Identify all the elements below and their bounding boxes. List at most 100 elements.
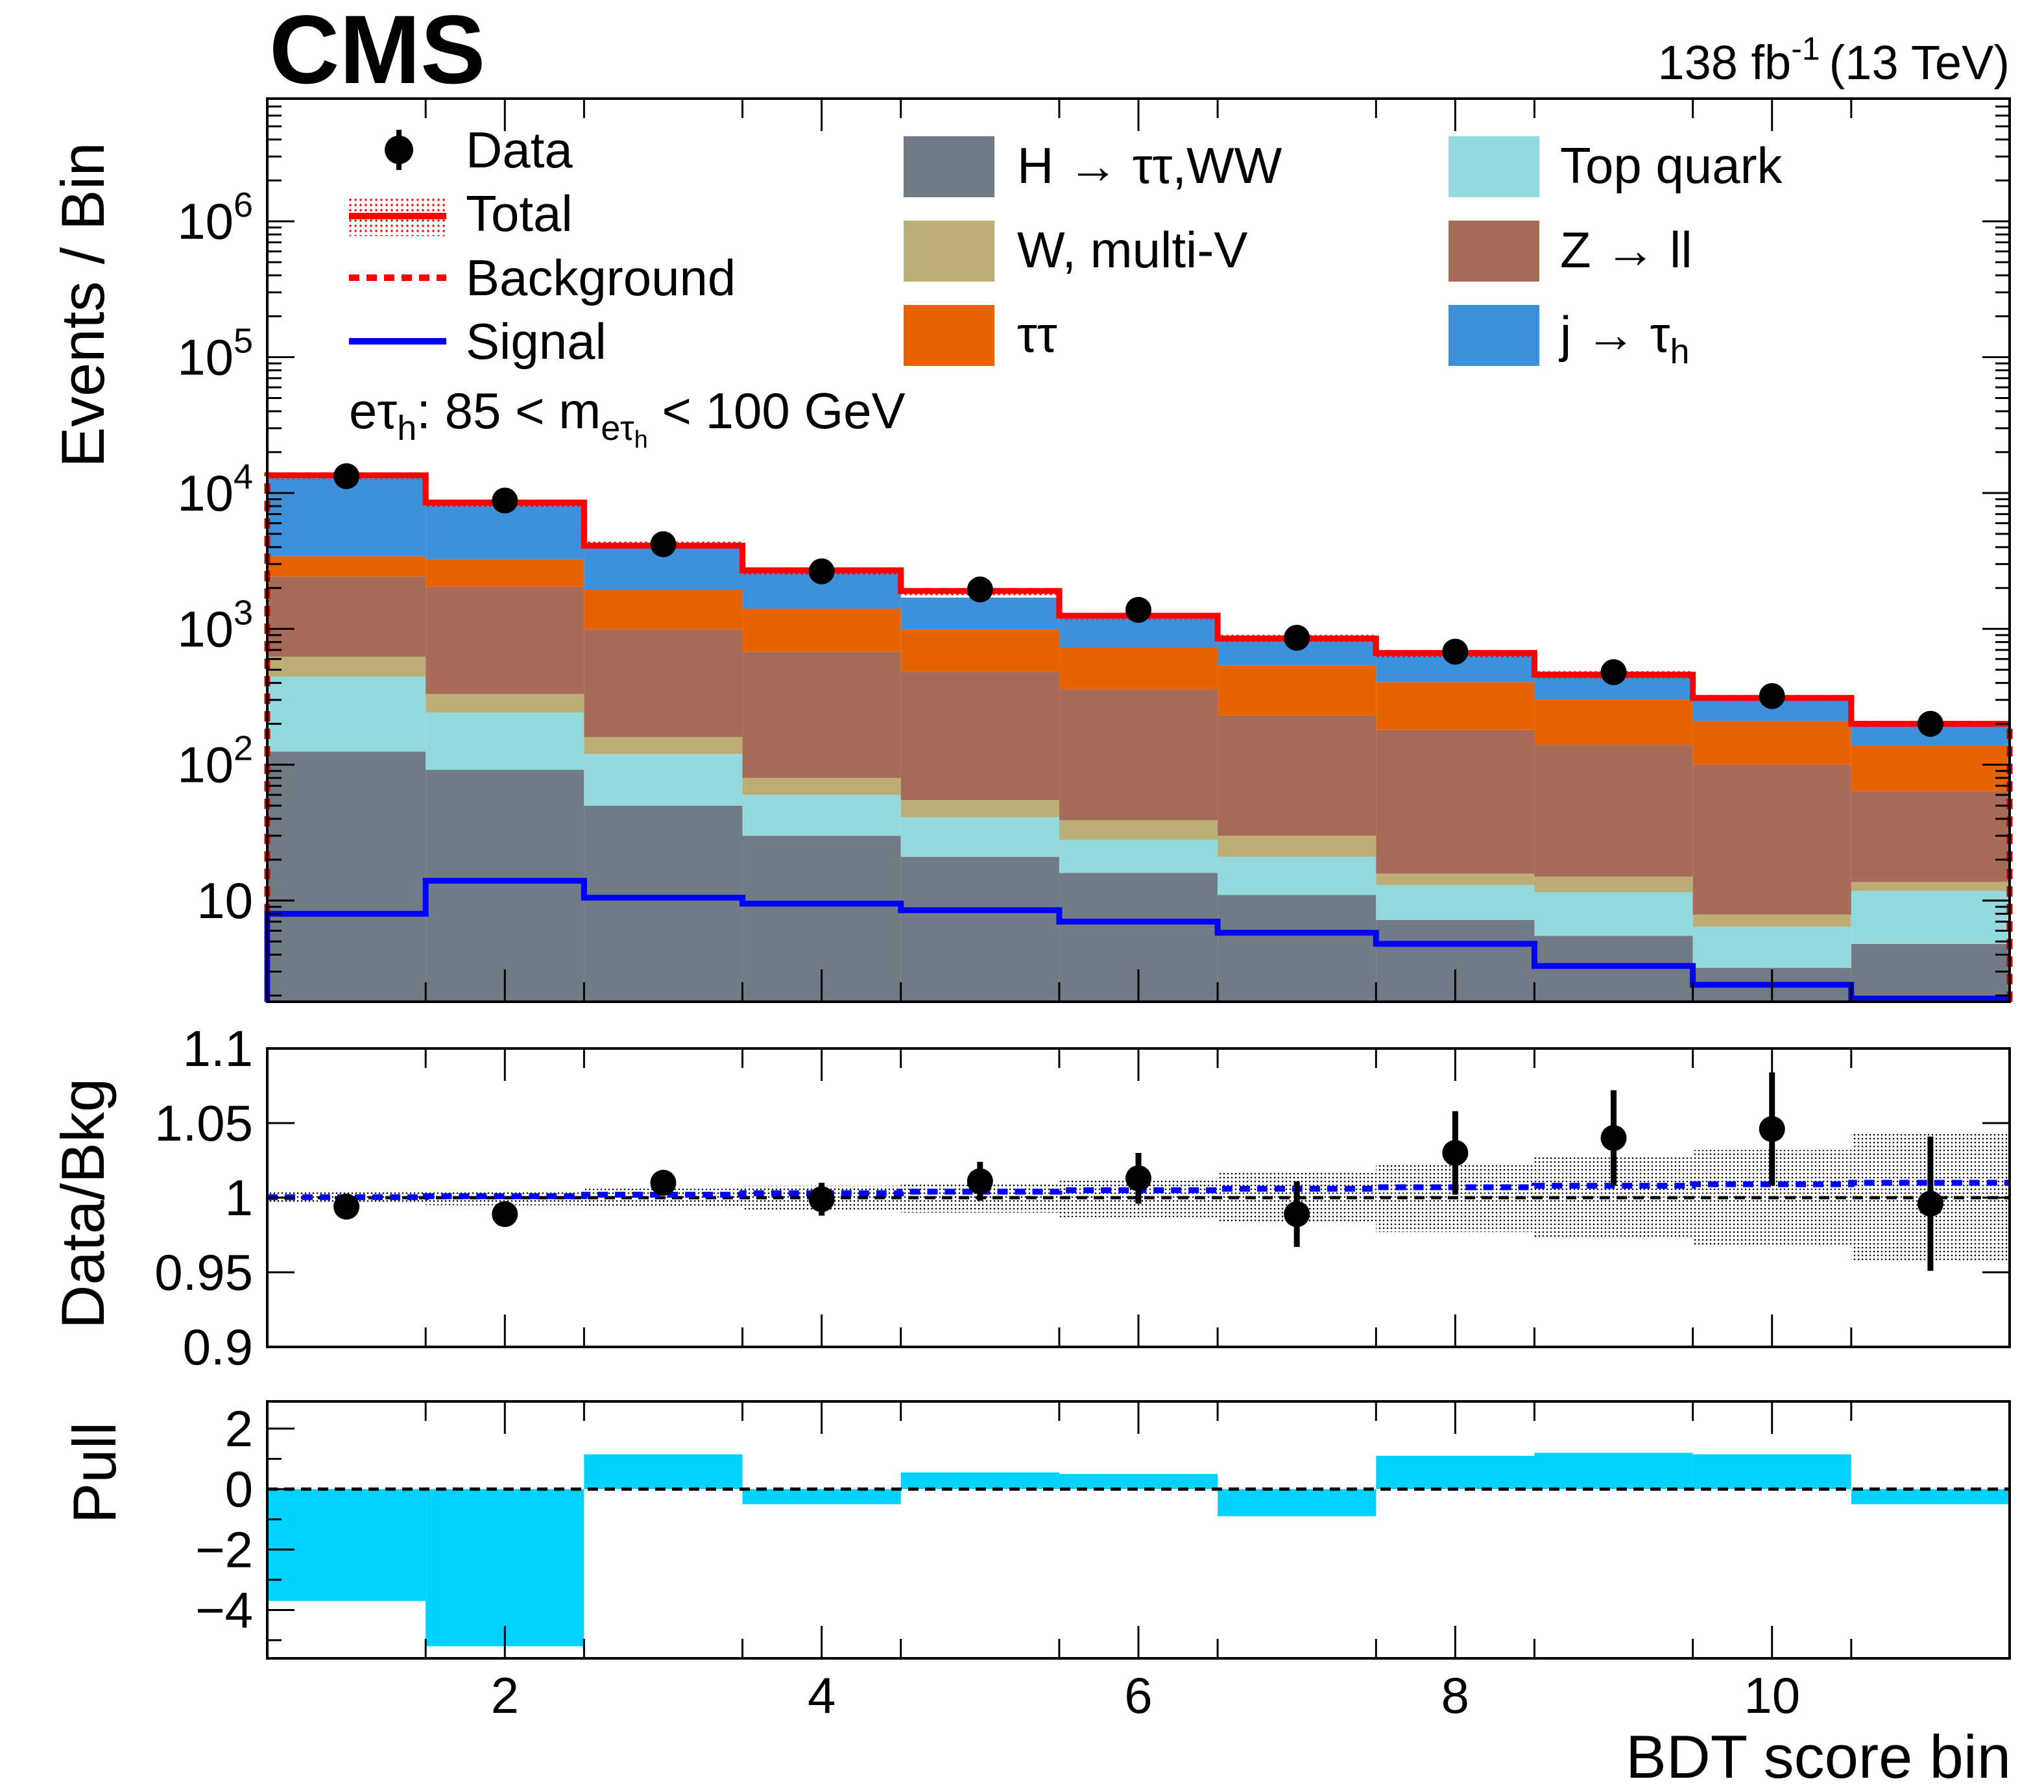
stack-bar-htt_ww: [267, 751, 426, 1002]
y-tick-label: 2: [225, 1400, 253, 1457]
main-y-axis-title: Events / Bin: [49, 142, 117, 468]
svg-text:Signal: Signal: [466, 313, 607, 370]
pull-bar: [267, 1489, 426, 1601]
y-tick-label: 103: [177, 593, 253, 657]
stack-bar-tautau: [1218, 665, 1377, 716]
pull-y-axis-title: Pull: [60, 1422, 128, 1524]
pull-bar: [1376, 1455, 1535, 1490]
stack-bar-tautau: [742, 609, 901, 652]
data-point: [1917, 710, 1943, 737]
svg-text:Top quark: Top quark: [1560, 137, 1783, 194]
pull-bar: [742, 1489, 901, 1505]
data-point: [1600, 659, 1627, 686]
stack-bar-tautau: [1059, 648, 1218, 690]
legend-entry-total: Total: [349, 185, 573, 242]
ratio-point: [1759, 1116, 1785, 1143]
stack-bar-htt_ww: [1851, 943, 2010, 1002]
stack-bar-w_multiv: [1376, 873, 1535, 886]
legend-entry-data: Data: [385, 121, 573, 178]
stack-bar-zll: [1376, 729, 1535, 874]
region-label: eτh: 85 < meτh < 100 GeV: [349, 382, 906, 454]
stack-bar-w_multiv: [584, 736, 743, 755]
stack-bar-zll: [1059, 689, 1218, 821]
legend-entry-htt-ww: H → ττ,WW: [904, 136, 1282, 197]
ratio-point: [1917, 1191, 1943, 1217]
data-point: [650, 531, 677, 557]
y-tick-label: 0.95: [154, 1244, 253, 1301]
stack-bar-w_multiv: [1218, 836, 1377, 857]
x-tick-label: 6: [1124, 1667, 1152, 1724]
stack-bar-top: [426, 712, 584, 770]
stack-bar-zll: [426, 587, 584, 694]
stack-bar-htt_ww: [900, 856, 1059, 1002]
legend-entry-zll: Z → ll: [1449, 221, 1692, 282]
legend-entry-jfake: j → τh: [1449, 305, 1690, 371]
svg-text:W, multi-V: W, multi-V: [1017, 221, 1247, 278]
stack-bar-top: [742, 795, 901, 836]
stack-bar-zll: [900, 672, 1059, 801]
stack-bar-top: [1692, 926, 1851, 968]
ratio-point: [650, 1170, 677, 1196]
stack-bar-w_multiv: [426, 694, 584, 713]
stack-bar-top: [1851, 891, 2010, 944]
stack-bar-w_multiv: [267, 657, 426, 677]
legend-entry-background: Background: [349, 249, 736, 306]
stack-bar-w_multiv: [900, 800, 1059, 817]
stack-bar-top: [1534, 892, 1693, 936]
stack-bar-zll: [1534, 745, 1693, 877]
pull-bar: [584, 1454, 743, 1490]
stack-bar-jfake: [900, 598, 1059, 630]
y-tick-label: 106: [177, 186, 253, 250]
svg-text:Z → ll: Z → ll: [1560, 221, 1692, 278]
x-tick-label: 10: [1744, 1667, 1800, 1724]
stack-bar-zll: [584, 629, 743, 737]
y-tick-label: 104: [177, 457, 253, 522]
pull-bar: [1059, 1473, 1218, 1490]
stack-bar-tautau: [426, 559, 584, 587]
y-tick-label: 0.9: [183, 1318, 253, 1375]
y-tick-label: 10: [197, 872, 253, 929]
y-tick-label: −4: [195, 1581, 253, 1638]
y-tick-label: −2: [195, 1521, 253, 1578]
stack-bar-tautau: [584, 590, 743, 630]
main-panel: 10 102 103 104 105 106: [177, 97, 2013, 1003]
data-point: [1759, 683, 1785, 709]
y-tick-label: 1.05: [154, 1095, 253, 1152]
x-tick-label: 8: [1441, 1667, 1469, 1724]
svg-text:Background: Background: [466, 249, 736, 306]
stack-bar-htt_ww: [584, 805, 743, 1002]
data-point: [1125, 596, 1151, 623]
legend-entry-signal: Signal: [349, 313, 607, 370]
stack-bar-tautau: [1534, 699, 1693, 745]
stack-bar-top: [267, 676, 426, 752]
svg-text:Total: Total: [466, 185, 573, 242]
cms-logo: CMS: [269, 0, 485, 104]
y-tick-label: 1.1: [183, 1020, 253, 1077]
x-tick-label: 2: [491, 1667, 519, 1724]
stack-bar-w_multiv: [1534, 877, 1693, 893]
data-point: [492, 487, 518, 514]
luminosity-label: 138 fb-1 (13 TeV): [1657, 30, 2010, 90]
stack-bar-top: [1218, 856, 1377, 895]
data-point: [1284, 624, 1310, 651]
data-point: [1442, 638, 1469, 665]
ratio-y-axis-title: Data/Bkg: [49, 1078, 117, 1329]
ratio-panel: 0.9 0.95 1 1.05 1.1: [154, 1020, 2011, 1375]
ratio-point: [1284, 1201, 1310, 1228]
y-tick-label: 1: [225, 1169, 253, 1226]
ratio-point: [808, 1186, 835, 1213]
stack-bar-tautau: [900, 629, 1059, 672]
ratio-point: [1125, 1165, 1151, 1192]
y-tick-label: 102: [177, 729, 253, 793]
legend-entry-top: Top quark: [1449, 136, 1783, 197]
stack-bar-top: [900, 817, 1059, 857]
ratio-point: [1442, 1140, 1469, 1166]
y-tick-label: 0: [225, 1460, 253, 1518]
stack-bar-zll: [742, 651, 901, 778]
svg-text:ττ: ττ: [1017, 306, 1057, 363]
legend-entry-w-multiv: W, multi-V: [904, 221, 1247, 282]
legend-label-jfake: j → τh: [1559, 306, 1690, 371]
stack-bar-tautau: [267, 556, 426, 577]
